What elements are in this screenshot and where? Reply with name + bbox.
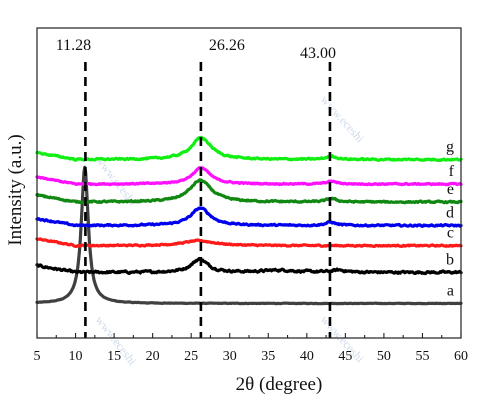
x-tick-label: 15 — [107, 349, 121, 364]
x-tick-label: 35 — [261, 349, 275, 364]
curve-c — [35, 237, 463, 248]
x-axis-label: 2θ (degree) — [236, 374, 323, 395]
x-tick-label: 60 — [454, 349, 468, 364]
x-tick-label: 55 — [415, 349, 429, 364]
x-tick-label: 40 — [300, 349, 314, 364]
curve-e — [35, 178, 463, 205]
curve-label-f: f — [449, 163, 455, 180]
curve-g — [35, 135, 463, 162]
x-tick-label: 5 — [34, 349, 41, 364]
svg-text:www.eceshi: www.eceshi — [318, 93, 368, 146]
y-axis-label: Intensity (a.u.) — [5, 134, 26, 245]
curves — [35, 135, 463, 306]
reference-label-1: 11.28 — [56, 37, 91, 54]
x-tick-label: 50 — [377, 349, 391, 364]
reference-label-2: 26.26 — [209, 37, 245, 54]
curve-label-e: e — [447, 181, 454, 198]
curve-label-b: b — [446, 251, 454, 268]
curve-label-g: g — [446, 139, 454, 156]
curve-d — [35, 206, 463, 228]
x-tick-label: 30 — [223, 349, 237, 364]
reference-label-3: 43.00 — [300, 45, 336, 62]
reference-lines: 11.28 26.26 43.00 — [56, 37, 336, 338]
curve-b — [35, 256, 463, 276]
watermark: www.eceshi www.eceshi www.eceshi www.ece… — [93, 93, 368, 369]
x-tick-label: 20 — [146, 349, 160, 364]
x-tick-label: 45 — [338, 349, 352, 364]
curve-label-d: d — [446, 205, 454, 222]
curve-label-c: c — [447, 225, 454, 242]
x-axis-ticks: 5 10 15 20 25 30 35 40 45 50 55 60 — [34, 333, 468, 364]
curve-f — [35, 166, 463, 187]
curve-a — [35, 165, 463, 306]
curve-label-a: a — [447, 282, 454, 299]
x-tick-label: 25 — [184, 349, 198, 364]
x-tick-label: 10 — [69, 349, 83, 364]
